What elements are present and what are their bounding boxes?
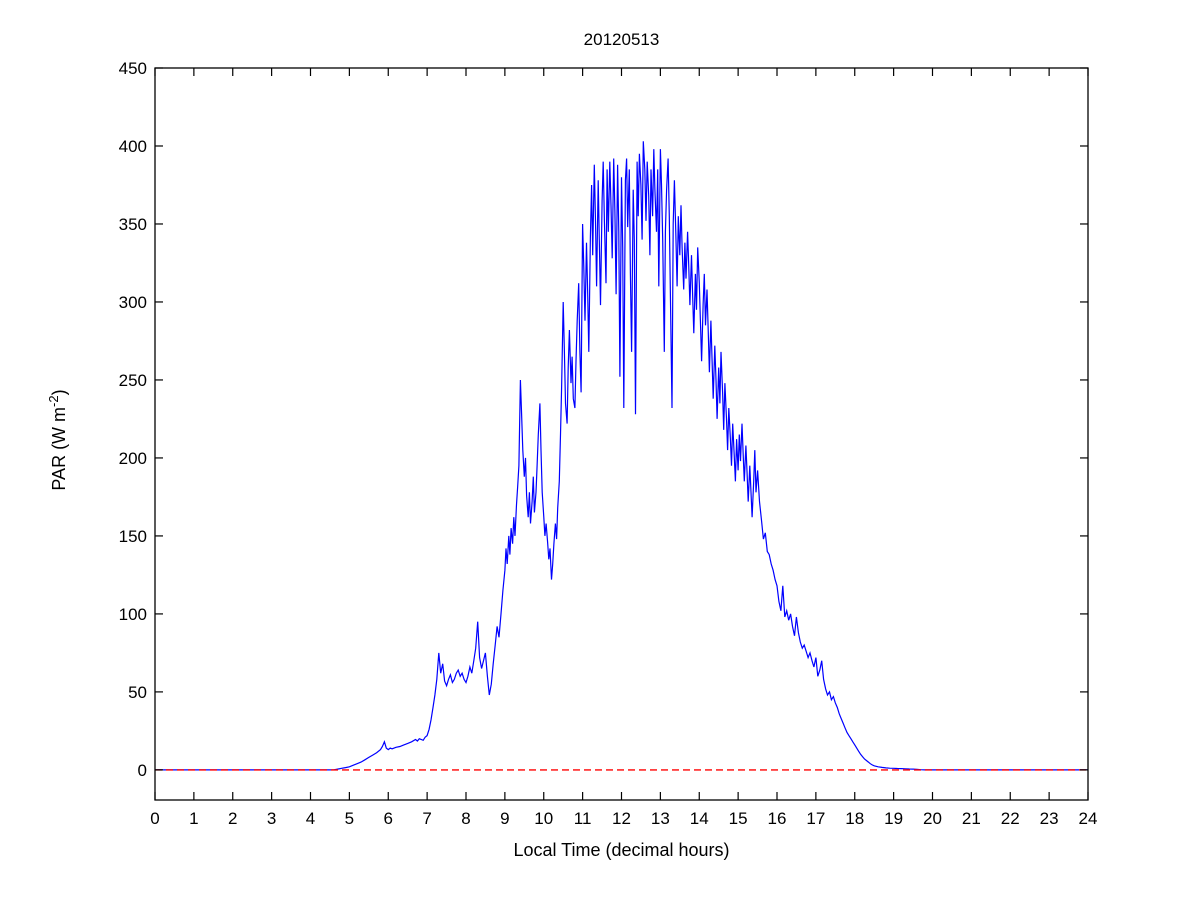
y-tick-label: 250 <box>119 371 147 390</box>
y-tick-label: 0 <box>138 761 147 780</box>
x-tick-label: 1 <box>189 809 198 828</box>
x-tick-label: 6 <box>384 809 393 828</box>
x-tick-label: 13 <box>651 809 670 828</box>
x-tick-label: 10 <box>534 809 553 828</box>
x-tick-label: 17 <box>806 809 825 828</box>
y-tick-label: 50 <box>128 683 147 702</box>
y-tick-label: 400 <box>119 137 147 156</box>
y-tick-label: 200 <box>119 449 147 468</box>
x-tick-label: 11 <box>574 809 592 828</box>
x-tick-label: 22 <box>1001 809 1020 828</box>
x-tick-label: 3 <box>267 809 276 828</box>
x-tick-label: 16 <box>768 809 787 828</box>
x-tick-label: 4 <box>306 809 315 828</box>
x-tick-label: 0 <box>150 809 159 828</box>
x-tick-label: 14 <box>690 809 709 828</box>
par-trace <box>155 141 1088 771</box>
x-tick-label: 23 <box>1040 809 1059 828</box>
x-tick-label: 5 <box>345 809 354 828</box>
x-tick-label: 19 <box>884 809 903 828</box>
y-tick-label: 350 <box>119 215 147 234</box>
x-tick-label: 2 <box>228 809 237 828</box>
x-tick-label: 15 <box>729 809 748 828</box>
y-tick-label: 150 <box>119 527 147 546</box>
x-tick-label: 7 <box>422 809 431 828</box>
x-tick-label: 18 <box>845 809 864 828</box>
x-tick-label: 21 <box>962 809 981 828</box>
x-tick-label: 20 <box>923 809 942 828</box>
x-tick-label: 8 <box>461 809 470 828</box>
x-tick-label: 12 <box>612 809 631 828</box>
y-tick-label: 450 <box>119 59 147 78</box>
y-tick-label: 100 <box>119 605 147 624</box>
x-tick-label: 9 <box>500 809 509 828</box>
x-axis-label: Local Time (decimal hours) <box>513 840 730 860</box>
y-tick-label: 300 <box>119 293 147 312</box>
chart-title: 20120513 <box>583 30 660 49</box>
x-tick-label: 24 <box>1079 809 1098 828</box>
